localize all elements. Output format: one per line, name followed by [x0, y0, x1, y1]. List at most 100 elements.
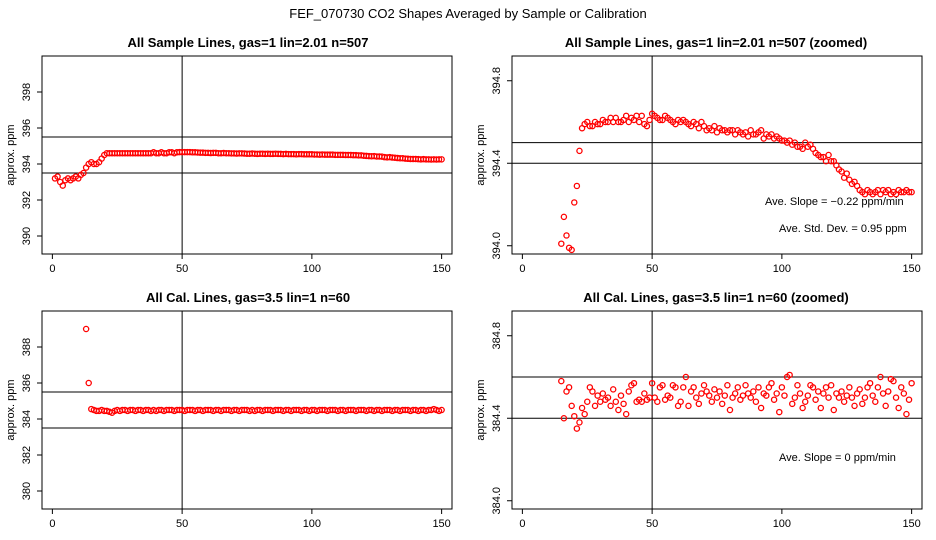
data-point [685, 402, 692, 410]
data-point [609, 386, 617, 393]
data-point [641, 390, 648, 397]
plot-frame [511, 310, 923, 510]
data-point [879, 390, 887, 397]
data-point [82, 325, 90, 333]
data-point [856, 386, 863, 393]
data-point [599, 390, 607, 397]
data-point [635, 118, 643, 126]
y-tick-label: 396 [21, 119, 33, 137]
data-point [851, 402, 858, 410]
data-point [438, 156, 445, 163]
data-point [711, 386, 718, 393]
y-axis-label: approx. ppm [475, 379, 487, 440]
data-point [786, 371, 793, 379]
data-point [80, 169, 87, 177]
data-point [620, 400, 627, 408]
data-point [739, 392, 747, 399]
data-point [812, 396, 819, 403]
y-tick-label: 388 [21, 338, 33, 356]
data-point [594, 120, 601, 128]
data-point [615, 118, 622, 126]
data-point [869, 392, 876, 399]
x-tick-label: 50 [176, 263, 188, 275]
data-point [843, 170, 850, 177]
data-point [796, 390, 804, 397]
data-point [892, 394, 900, 401]
data-point [747, 394, 754, 401]
data-point [721, 392, 729, 399]
y-tick-label: 394 [21, 155, 33, 173]
x-tick-label: 50 [176, 518, 188, 530]
data-point [804, 392, 812, 399]
data-point [757, 404, 765, 412]
data-point [908, 188, 915, 196]
y-tick-label: 384 [21, 410, 33, 428]
data-point [615, 406, 622, 414]
data-point [625, 388, 633, 395]
data-point [825, 394, 832, 401]
data-point [622, 410, 630, 418]
data-point [596, 398, 604, 405]
data-point [817, 153, 825, 161]
x-tick-label: 0 [49, 518, 55, 530]
data-point [726, 406, 734, 414]
data-point [633, 112, 640, 120]
data-point [718, 400, 726, 408]
data-point [820, 390, 827, 397]
data-point [890, 377, 897, 385]
data-point [742, 381, 749, 389]
data-point [713, 394, 721, 401]
y-tick-label: 382 [21, 446, 33, 464]
data-point [778, 384, 786, 391]
data-point [576, 419, 583, 426]
x-tick-label: 50 [646, 263, 658, 275]
data-point [773, 390, 780, 397]
data-point [846, 384, 853, 391]
data-point [85, 379, 92, 387]
data-point [695, 124, 703, 132]
x-tick-label: 100 [303, 518, 321, 530]
data-point [866, 379, 874, 387]
data-point [750, 388, 757, 395]
data-point [757, 127, 765, 134]
data-point [905, 396, 913, 403]
data-point [565, 384, 573, 391]
data-point [591, 402, 599, 410]
data-point [750, 131, 757, 138]
data-point [589, 388, 596, 395]
data-point [830, 406, 838, 414]
data-point [586, 122, 594, 130]
data-point [718, 127, 726, 134]
y-axis-label: approx. ppm [475, 124, 487, 185]
data-point [672, 384, 679, 391]
data-point [604, 394, 612, 401]
data-point [794, 143, 801, 150]
data-point [861, 394, 869, 401]
data-point [859, 400, 866, 408]
data-point [809, 384, 817, 391]
data-point [700, 381, 708, 389]
data-point [558, 240, 565, 247]
x-tick-label: 0 [49, 263, 55, 275]
data-point [643, 122, 651, 130]
data-point [690, 384, 697, 391]
data-point [724, 381, 731, 389]
plot-frame [511, 55, 923, 255]
data-point [755, 384, 762, 391]
plot-frame [41, 55, 453, 255]
data-point [622, 112, 630, 120]
data-point [573, 425, 581, 432]
panel-title: All Sample Lines, gas=1 lin=2.01 n=507 (… [565, 35, 867, 50]
data-point [872, 398, 879, 405]
y-tick-label: 398 [21, 83, 33, 101]
data-point [630, 379, 638, 387]
y-tick-label: 392 [21, 191, 33, 209]
y-tick-label: 380 [21, 482, 33, 500]
data-point [716, 388, 723, 395]
data-point [817, 404, 825, 412]
data-point [814, 388, 822, 395]
data-point [799, 404, 806, 412]
data-point [659, 381, 666, 389]
data-point [571, 412, 578, 420]
x-tick-label: 0 [519, 518, 525, 530]
